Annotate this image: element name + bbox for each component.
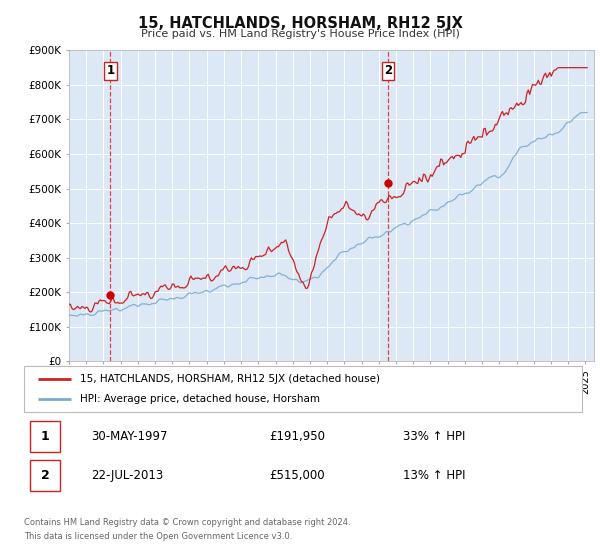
Text: 2: 2 bbox=[384, 64, 392, 77]
Text: Price paid vs. HM Land Registry's House Price Index (HPI): Price paid vs. HM Land Registry's House … bbox=[140, 29, 460, 39]
Text: This data is licensed under the Open Government Licence v3.0.: This data is licensed under the Open Gov… bbox=[24, 532, 292, 541]
Text: £515,000: £515,000 bbox=[269, 469, 325, 482]
Text: Contains HM Land Registry data © Crown copyright and database right 2024.: Contains HM Land Registry data © Crown c… bbox=[24, 518, 350, 527]
FancyBboxPatch shape bbox=[29, 421, 60, 452]
Text: 30-MAY-1997: 30-MAY-1997 bbox=[91, 430, 167, 443]
FancyBboxPatch shape bbox=[24, 366, 582, 412]
Text: 13% ↑ HPI: 13% ↑ HPI bbox=[403, 469, 466, 482]
Text: 22-JUL-2013: 22-JUL-2013 bbox=[91, 469, 163, 482]
Text: 33% ↑ HPI: 33% ↑ HPI bbox=[403, 430, 466, 443]
Text: £191,950: £191,950 bbox=[269, 430, 326, 443]
Text: 1: 1 bbox=[41, 430, 49, 443]
Text: 1: 1 bbox=[106, 64, 115, 77]
Text: HPI: Average price, detached house, Horsham: HPI: Average price, detached house, Hors… bbox=[80, 394, 320, 404]
Text: 15, HATCHLANDS, HORSHAM, RH12 5JX (detached house): 15, HATCHLANDS, HORSHAM, RH12 5JX (detac… bbox=[80, 374, 380, 384]
Text: 2: 2 bbox=[41, 469, 49, 482]
Text: 15, HATCHLANDS, HORSHAM, RH12 5JX: 15, HATCHLANDS, HORSHAM, RH12 5JX bbox=[137, 16, 463, 31]
FancyBboxPatch shape bbox=[29, 460, 60, 491]
